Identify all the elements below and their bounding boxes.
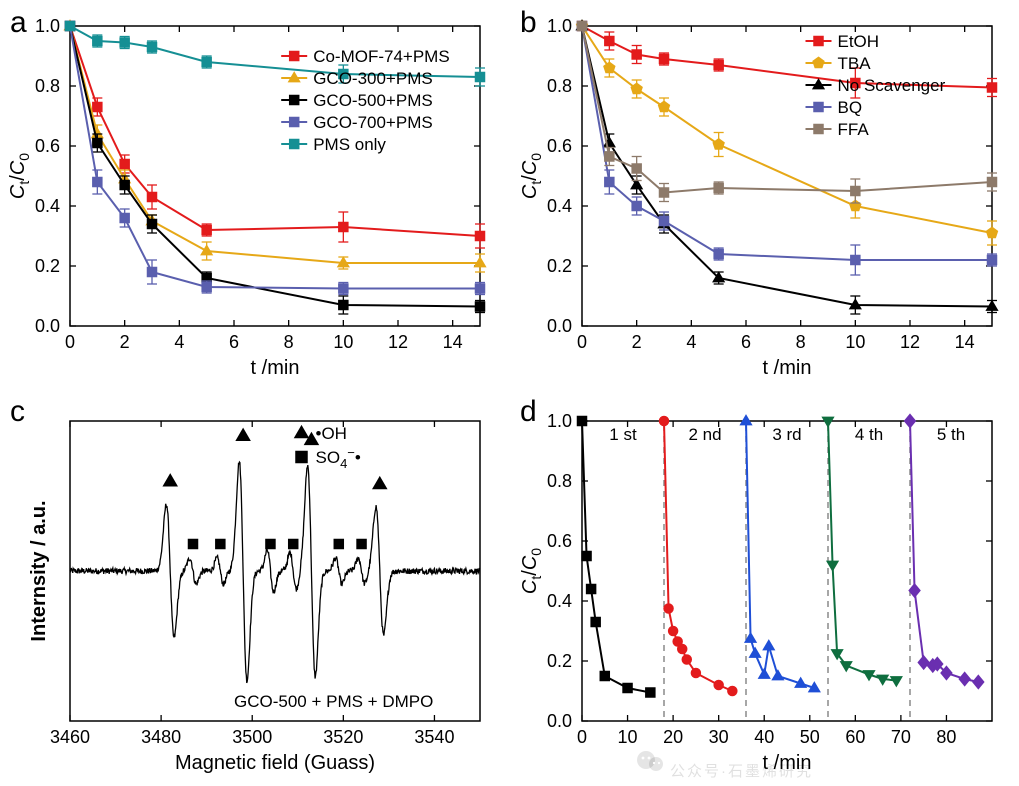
svg-text:0.0: 0.0 bbox=[547, 711, 572, 731]
chart-d: 010203040506070800.00.20.40.60.81.0t /mi… bbox=[0, 0, 1019, 786]
figure-root: a b c d 024681012140.00.20.40.60.81.0t /… bbox=[0, 0, 1019, 786]
svg-text:1 st: 1 st bbox=[609, 425, 637, 444]
svg-text:4 th: 4 th bbox=[855, 425, 883, 444]
svg-text:5 th: 5 th bbox=[937, 425, 965, 444]
svg-text:0.8: 0.8 bbox=[547, 471, 572, 491]
svg-text:40: 40 bbox=[754, 727, 774, 747]
wechat-icon bbox=[636, 748, 666, 774]
svg-text:0: 0 bbox=[577, 727, 587, 747]
svg-text:60: 60 bbox=[845, 727, 865, 747]
svg-text:30: 30 bbox=[709, 727, 729, 747]
svg-text:Ct/C0: Ct/C0 bbox=[519, 548, 544, 594]
svg-text:2 nd: 2 nd bbox=[688, 425, 721, 444]
svg-text:0.4: 0.4 bbox=[547, 591, 572, 611]
svg-text:3 rd: 3 rd bbox=[772, 425, 801, 444]
svg-text:10: 10 bbox=[618, 727, 638, 747]
svg-text:1.0: 1.0 bbox=[547, 411, 572, 431]
svg-text:0.2: 0.2 bbox=[547, 651, 572, 671]
svg-text:80: 80 bbox=[936, 727, 956, 747]
watermark-text: 公众号·石墨烯研究 bbox=[670, 760, 813, 781]
svg-text:20: 20 bbox=[663, 727, 683, 747]
svg-text:0.6: 0.6 bbox=[547, 531, 572, 551]
svg-text:70: 70 bbox=[891, 727, 911, 747]
svg-text:50: 50 bbox=[800, 727, 820, 747]
